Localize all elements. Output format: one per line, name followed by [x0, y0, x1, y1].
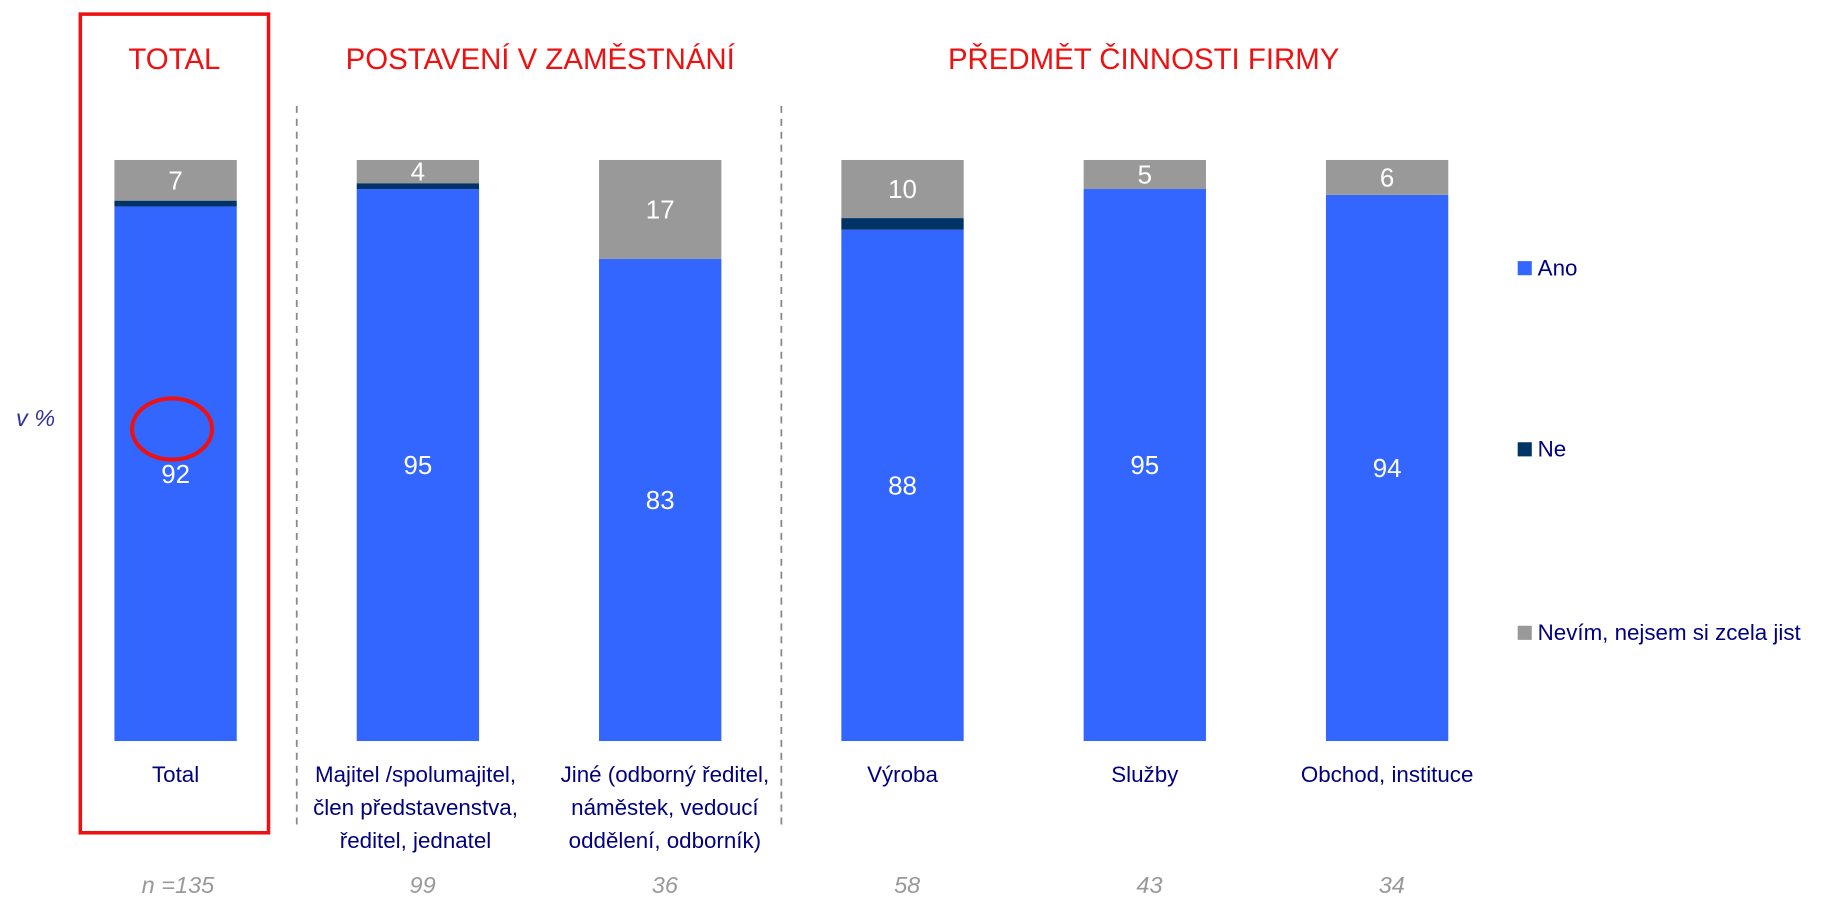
- x-tick-label: ředitel, jednatel: [340, 828, 491, 853]
- y-label: v %: [16, 405, 55, 431]
- x-tick-label: oddělení, odborník): [569, 828, 761, 853]
- sample-size: n =135: [142, 872, 216, 898]
- bar-segment: [114, 159, 237, 201]
- highlight-circle: [130, 396, 215, 462]
- data-label: 92: [161, 461, 190, 489]
- highlight-box: [78, 12, 271, 835]
- sample-size: 43: [1136, 872, 1162, 898]
- bar-segment: [114, 200, 237, 207]
- data-label: 95: [1130, 452, 1159, 480]
- sample-size: 58: [894, 872, 920, 898]
- group-header: PŘEDMĚT ČINNOSTI FIRMY: [948, 42, 1339, 76]
- bar-segment: [1325, 159, 1449, 195]
- data-label: 95: [404, 452, 433, 480]
- x-tick-label: člen představenstva,: [313, 795, 518, 820]
- sample-size: 34: [1379, 872, 1405, 898]
- x-tick-label: Jiné (odborný ředitel,: [561, 762, 770, 787]
- bar-segment: [356, 183, 480, 190]
- bar-segment: [1325, 194, 1449, 742]
- x-tick-label: náměstek, vedoucí: [571, 795, 759, 820]
- data-label: 6: [1380, 165, 1394, 193]
- data-label: 5: [1138, 162, 1152, 190]
- group-header: TOTAL: [128, 43, 220, 76]
- bar-segment: [599, 258, 722, 742]
- bar-segment: [114, 206, 237, 742]
- data-label: 10: [888, 176, 917, 204]
- bar-segment: [1083, 159, 1206, 190]
- data-label: 17: [646, 197, 675, 225]
- data-label: 88: [888, 473, 917, 501]
- x-tick-label: Obchod, instituce: [1301, 762, 1474, 787]
- legend-swatch: [1517, 442, 1532, 457]
- group-header: POSTAVENÍ V ZAMĚSTNÁNÍ: [346, 43, 736, 76]
- bar-segment: [356, 159, 480, 184]
- data-label: 94: [1373, 455, 1402, 483]
- data-label: 4: [411, 159, 425, 187]
- data-label: 7: [168, 167, 182, 195]
- x-tick-label: Total: [152, 762, 199, 787]
- data-label: 83: [646, 487, 675, 515]
- bar-segment: [841, 159, 964, 219]
- sample-size: 36: [652, 872, 679, 898]
- bar-segment: [841, 218, 964, 230]
- x-tick-label: Výroba: [867, 762, 938, 787]
- bar-segment: [599, 159, 722, 259]
- bar-segment: [841, 229, 964, 742]
- legend-swatch: [1517, 625, 1532, 640]
- legend-swatch: [1517, 261, 1532, 276]
- sample-size: 99: [410, 872, 436, 898]
- x-tick-label: Majitel /spolumajitel,: [315, 762, 516, 787]
- x-tick-label: Služby: [1111, 762, 1179, 787]
- legend-label: Ne: [1538, 436, 1567, 461]
- bar-segment: [356, 189, 480, 742]
- legend-label: Nevím, nejsem si zcela jist: [1538, 620, 1802, 645]
- legend-label: Ano: [1538, 255, 1578, 280]
- bar-segment: [1083, 189, 1206, 742]
